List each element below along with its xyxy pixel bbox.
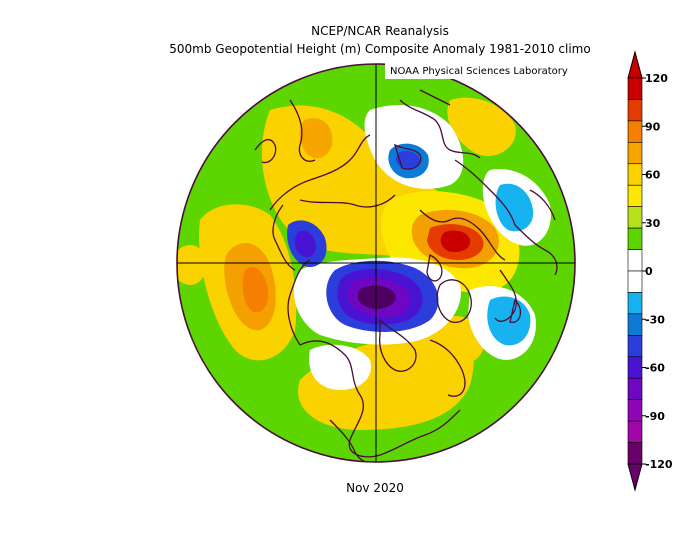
negative-anomaly-siberia-core — [294, 230, 316, 258]
positive-anomaly-west-tip — [178, 245, 206, 285]
colorbar-box — [627, 313, 643, 336]
coastline-central-asia — [399, 99, 481, 159]
colorbar-box — [627, 99, 643, 122]
colorbar-box — [627, 270, 643, 293]
coastline-hudson-bay — [379, 318, 417, 372]
chart-title: NCEP/NCAR Reanalysis — [311, 24, 449, 38]
negative-anomaly-canada-core — [357, 285, 396, 309]
orange-anomaly-pacific-core — [242, 267, 269, 313]
colorbar-box — [627, 292, 643, 315]
coastline-alaska — [287, 259, 311, 346]
coastline-mexico — [329, 419, 379, 462]
colorbar-box — [627, 184, 643, 207]
coastline-western-europe — [419, 209, 506, 261]
coastline-northern-europe — [454, 159, 516, 226]
coastline-china-east — [289, 99, 316, 162]
colorbar-box — [627, 399, 643, 422]
coastline-greenland — [436, 279, 472, 323]
date-label: Nov 2020 — [346, 481, 404, 495]
coastline-siberia — [299, 194, 396, 208]
coastline-asia — [269, 134, 371, 211]
colorbar-box — [627, 227, 643, 250]
credit-label: NOAA Physical Sciences Laboratory — [390, 66, 568, 77]
coastline-japan — [254, 138, 277, 164]
colorbar-tick-label: -120 — [645, 458, 673, 471]
coastline-iceland — [509, 298, 522, 323]
near-zero-band-us — [309, 344, 371, 390]
colorbar-tick-label: -30 — [645, 313, 665, 326]
coastline-labrador — [429, 339, 466, 397]
orange-anomaly-north-pacific — [299, 117, 333, 159]
map-boundary — [176, 63, 576, 463]
colorbar-tick-label: 90 — [645, 120, 661, 133]
coastline-svalbard — [426, 254, 443, 282]
colorbar-box — [627, 356, 643, 379]
chart-subtitle: 500mb Geopotential Height (m) Composite … — [169, 42, 591, 56]
colorbar-tick-label: 120 — [645, 72, 668, 85]
colorbar-box — [627, 142, 643, 165]
coastline-arctic-islands — [393, 143, 422, 170]
coastline-mediterranean — [514, 224, 558, 276]
positive-anomaly-east-asia — [447, 97, 516, 156]
negative-anomaly-arctic-core — [395, 150, 420, 170]
colorbar-tick-label: 60 — [645, 169, 661, 182]
colorbar-box — [627, 77, 643, 100]
colorbar-box — [627, 420, 643, 443]
colorbar-tick-label: 30 — [645, 217, 661, 230]
colorbar-box — [627, 120, 643, 143]
colorbar-tick-label: -90 — [645, 410, 665, 423]
colorbar-boxes — [627, 50, 643, 492]
colorbar-bottom-arrow — [627, 463, 643, 492]
colorbar-box — [627, 249, 643, 272]
credit-box — [385, 62, 575, 79]
colorbar-tick-label: -60 — [645, 362, 665, 375]
negative-anomaly-scandinavia — [495, 183, 534, 232]
colorbar-box — [627, 442, 643, 465]
coastline-east-asia-north — [419, 89, 451, 106]
colorbar-top-arrow — [627, 50, 643, 79]
colorbar-tick-label: 0 — [645, 265, 653, 278]
coastline-north-africa — [529, 189, 556, 221]
colorbar-box — [627, 163, 643, 186]
colorbar-box — [627, 335, 643, 358]
darkred-anomaly-europe-core — [440, 230, 470, 252]
coastline-north-america — [299, 340, 461, 458]
coastline-scandinavia — [494, 269, 517, 322]
colorbar-ticks: 120 90 60 30 0 -30 -60 -90 -120 — [642, 72, 673, 471]
colorbar-box — [627, 377, 643, 400]
colorbar-box — [627, 206, 643, 229]
